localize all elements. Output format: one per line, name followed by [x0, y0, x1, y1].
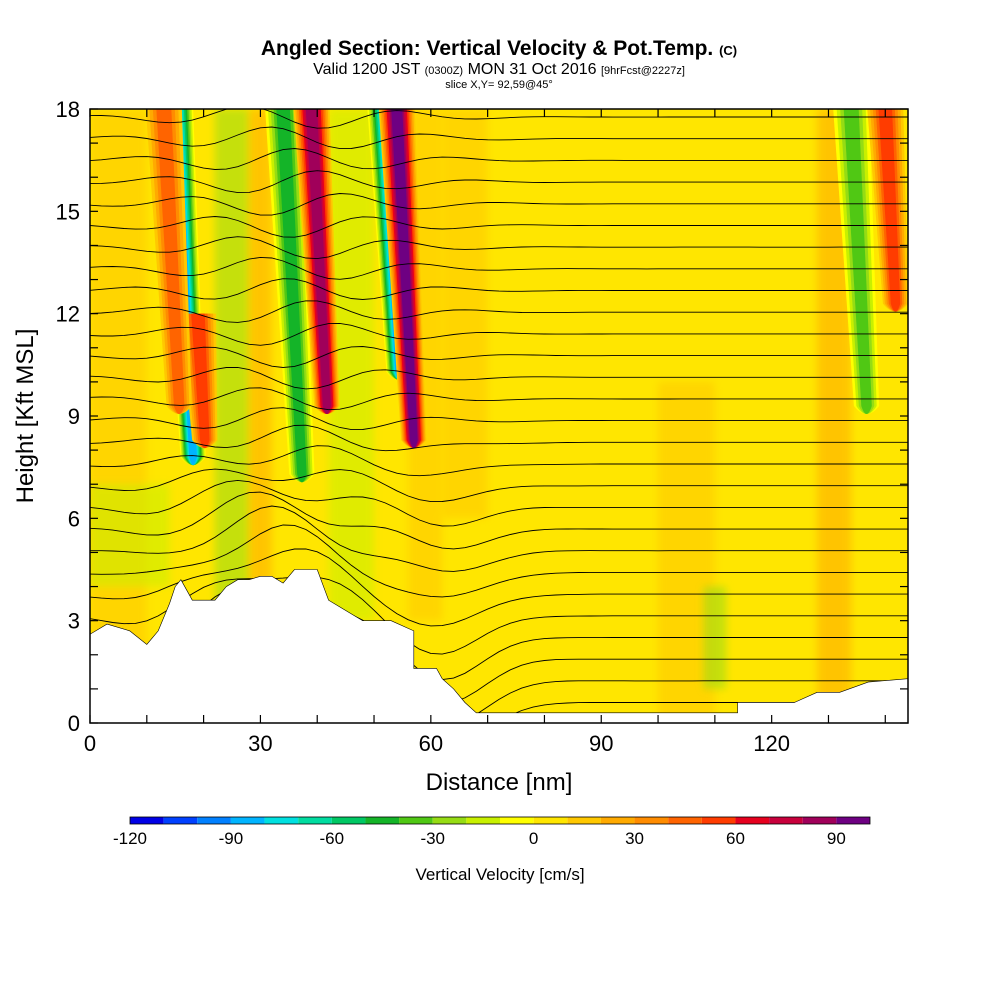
x-tick-label: 90 [589, 731, 613, 756]
colorbar: -120 -90 -60 -30 0 30 60 90 [113, 816, 871, 848]
subtitle-forecast: [9hrFcst@2227z] [600, 65, 685, 77]
colorbar-swatch [600, 817, 635, 824]
theta-contour-332 [90, 256, 908, 280]
chart-subtitle: Valid 1200 JST (0300Z) MON 31 Oct 2016 [… [313, 61, 685, 78]
colorbar-swatch [130, 817, 164, 824]
theta-contour-340 [90, 170, 908, 194]
velocity-column-6-level-8 [391, 109, 418, 449]
colorbar-frame [129, 816, 871, 825]
slice-label: slice X,Y= 92,59@45° [445, 79, 553, 91]
velocity-column-2 [145, 109, 192, 414]
colorbar-swatch [264, 817, 299, 824]
velocity-band-5 [442, 109, 488, 519]
colorbar-swatch [634, 817, 669, 824]
y-tick-label: 0 [68, 711, 80, 736]
theta-contour-324 [90, 346, 908, 368]
velocity-column-4 [293, 109, 340, 414]
colorbar-label: Vertical Velocity [cm/s] [415, 865, 584, 884]
colorbar-swatch [399, 817, 433, 824]
theta-contour-338 [90, 193, 908, 216]
y-tick-label: 6 [68, 506, 80, 531]
x-axis: 0 30 60 90 120 [84, 109, 886, 756]
velocity-column-7-level-3 [843, 109, 872, 414]
velocity-column-8-level-4 [878, 109, 901, 312]
chart-title-tag: (C) [719, 43, 738, 58]
y-tick-label: 3 [68, 609, 80, 634]
theta-contour-312 [90, 468, 908, 503]
theta-contour-310 [90, 479, 908, 527]
colorbar-swatch [701, 817, 736, 824]
colorbar-swatch [500, 817, 534, 824]
colorbar-swatch [735, 817, 770, 824]
theta-contour-334 [90, 236, 908, 260]
x-tick-label: 30 [248, 731, 272, 756]
colorbar-tick-label: -60 [320, 829, 345, 848]
x-tick-label: 120 [753, 731, 790, 756]
theta-contour-308 [90, 491, 908, 550]
theta-contour-318 [90, 407, 908, 431]
colorbar-swatch [230, 817, 265, 824]
y-tick-label: 18 [56, 97, 80, 122]
colorbar-tick-label: -30 [420, 829, 445, 848]
velocity-column-8 [867, 109, 908, 312]
y-tick-label: 12 [56, 302, 80, 327]
theta-contour-326 [90, 322, 908, 346]
velocity-column-7 [833, 109, 880, 414]
title-block: Angled Section: Vertical Velocity & Pot.… [90, 37, 908, 92]
colorbar-swatch [163, 817, 198, 824]
theta-contour-306 [90, 505, 908, 572]
colorbar-tick-label: 30 [625, 829, 644, 848]
colorbar-swatch [432, 817, 467, 824]
colorbar-tick-label: -90 [219, 829, 244, 848]
colorbar-swatch [836, 817, 870, 824]
theta-contour-322 [90, 366, 908, 390]
colorbar-swatch [668, 817, 702, 824]
y-tick-label: 15 [56, 199, 80, 224]
velocity-band-2 [249, 109, 272, 587]
x-axis-title: Distance [nm] [426, 769, 573, 796]
theta-contour-320 [90, 387, 908, 411]
theta-contour-330 [90, 278, 908, 300]
velocity-column-6 [378, 109, 427, 449]
theta-contour-344 [90, 126, 908, 150]
colorbar-swatch [197, 817, 231, 824]
velocity-column-3-level-4 [276, 109, 307, 483]
colorbar-swatch [769, 817, 803, 824]
y-axis-title: Height [Kft MSL] [12, 329, 39, 504]
colorbar-swatch [365, 817, 400, 824]
colorbar-tick-label: 0 [529, 829, 538, 848]
y-tick-label: 9 [68, 404, 80, 429]
plot-area [90, 109, 908, 723]
theta-contour-300 [90, 576, 908, 655]
x-tick-label: 60 [419, 731, 443, 756]
velocity-band-1 [214, 109, 250, 621]
subtitle-zulu: (0300Z) [424, 65, 464, 77]
colorbar-swatch [567, 817, 601, 824]
y-axis: 0 3 6 9 12 15 18 [56, 97, 908, 736]
colorbar-tick-label: -120 [113, 829, 147, 848]
x-tick-label: 0 [84, 731, 96, 756]
colorbar-tick-label: 90 [827, 829, 846, 848]
velocity-column-4-level-7 [305, 109, 331, 414]
theta-contour-328 [90, 300, 908, 323]
velocity-column-2-level-3 [156, 109, 185, 414]
colorbar-swatch [466, 817, 500, 824]
colorbar-tick-label: 60 [726, 829, 745, 848]
theta-contours [90, 109, 908, 723]
theta-contour-336 [90, 216, 908, 238]
theta-contour-342 [90, 148, 908, 170]
terrain [90, 569, 908, 723]
theta-contour-314 [90, 445, 908, 477]
colorbar-swatch [331, 817, 366, 824]
chart-title: Angled Section: Vertical Velocity & Pot.… [260, 37, 738, 60]
theta-contour-304 [90, 524, 908, 598]
colorbar-swatch [533, 817, 568, 824]
colorbar-swatch [298, 817, 332, 824]
subtitle-date: MON 31 Oct 2016 [467, 61, 597, 78]
theta-contour-316 [90, 424, 908, 452]
colorbar-swatch [802, 817, 837, 824]
theta-contour-302 [90, 548, 908, 627]
